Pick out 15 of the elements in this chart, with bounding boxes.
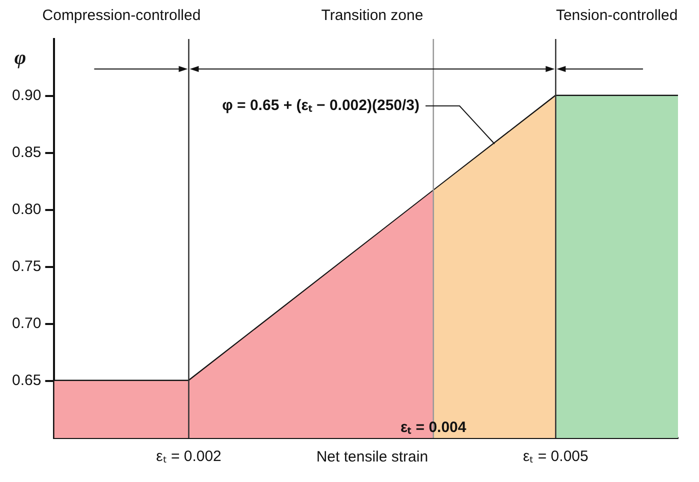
x-tick-label: εₜ = 0.002 — [156, 448, 222, 466]
text: Tension-controlled — [556, 7, 678, 24]
ref-line-label: εₜ = 0.004 — [400, 419, 467, 436]
x-axis-title: Net tensile strain — [316, 448, 428, 466]
y-tick-label: 0.90 — [12, 87, 42, 104]
y-tick-label: 0.85 — [12, 144, 42, 162]
text: Compression-controlled — [42, 7, 201, 24]
y-tick-label: 0.75 — [12, 258, 42, 276]
annotation: φ = 0.65 + (εₜ − 0.002)(250/3) — [222, 97, 420, 114]
text: Transition zone — [321, 7, 424, 24]
x-tick-label: εₜ = 0.005 — [523, 448, 588, 466]
y-tick-label: 0.65 — [12, 372, 42, 390]
y-tick-label: 0.80 — [12, 201, 42, 218]
y-axis-title: φ — [14, 47, 26, 70]
y-tick-label: 0.70 — [12, 315, 42, 332]
